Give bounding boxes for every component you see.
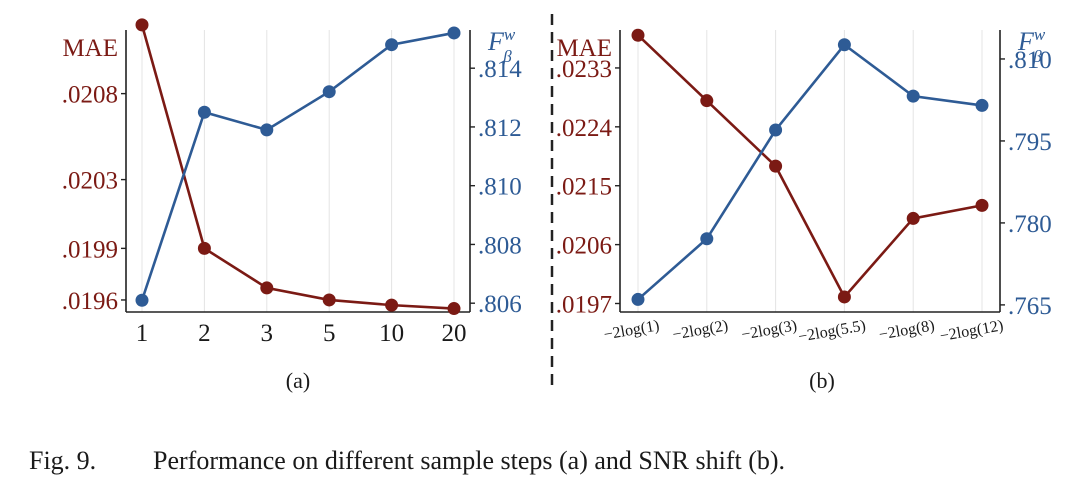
point-a-mae-3 <box>322 293 336 307</box>
x-tick-label-a-4: 10 <box>379 320 404 347</box>
right-axis-title-a: Fw β <box>487 25 516 66</box>
point-a-fbw-2 <box>260 123 274 137</box>
left-tick-label-a-0: .0196 <box>62 288 118 315</box>
left-tick-label-b-1: .0206 <box>556 233 612 260</box>
series-line-b-fbw <box>637 42 983 301</box>
point-a-fbw-3 <box>322 85 336 99</box>
point-b-fbw-2 <box>769 123 783 137</box>
series-line-a-fbw <box>140 31 455 301</box>
x-tick-label-b-2: −2log(3) <box>740 317 798 343</box>
right-tick-label-b-2: .795 <box>1008 129 1052 156</box>
caption-text: Performance on different sample steps (a… <box>153 446 786 475</box>
point-a-mae-2 <box>260 281 274 295</box>
right-tick-label-a-4: .814 <box>478 56 522 83</box>
x-tick-label-b-0: −2log(1) <box>602 317 660 343</box>
left-tick-label-a-1: .0199 <box>62 236 118 263</box>
series-line-a-mae <box>140 24 455 310</box>
point-b-mae-1 <box>700 94 714 108</box>
left-tick-label-a-2: .0203 <box>62 168 118 195</box>
panel-sublabel-a: (a) <box>286 368 310 393</box>
x-tick-label-a-5: 20 <box>442 320 467 347</box>
point-b-mae-4 <box>906 211 920 225</box>
left-axis-title-a: MAE <box>62 35 118 62</box>
right-tick-label-a-2: .810 <box>478 174 522 201</box>
point-a-fbw-5 <box>447 26 461 40</box>
panel-a: .0196 .0199 .0203 .0208 .806 .808 .810 .812 .814… <box>62 18 522 393</box>
left-tick-label-b-3: .0224 <box>556 115 613 142</box>
point-b-mae-3 <box>837 290 851 304</box>
right-tick-label-b-3: .810 <box>1008 47 1052 74</box>
point-a-mae-1 <box>197 241 211 255</box>
left-tick-label-b-0: .0197 <box>556 291 612 318</box>
point-a-fbw-1 <box>197 105 211 119</box>
left-tick-label-b-2: .0215 <box>556 174 612 201</box>
right-axis-title-b: Fw β <box>1017 25 1046 66</box>
point-a-fbw-0 <box>135 293 149 307</box>
x-tick-label-a-1: 2 <box>198 320 211 347</box>
x-tick-label-b-5: −2log(12) <box>939 317 1005 345</box>
panel-b: .0197 .0206 .0215 .0224 .0233 .765 .780 .795 .81… <box>556 25 1052 393</box>
point-b-mae-0 <box>631 28 645 42</box>
x-tick-label-b-1: −2log(2) <box>671 317 729 343</box>
x-tick-label-a-2: 3 <box>261 320 274 347</box>
point-a-mae-5 <box>447 302 461 316</box>
point-b-fbw-5 <box>975 98 989 112</box>
right-tick-label-b-1: .780 <box>1008 211 1052 238</box>
left-tick-label-b-4: .0233 <box>556 56 612 83</box>
x-tick-label-b-4: −2log(8) <box>878 317 936 343</box>
right-tick-label-b-0: .765 <box>1008 293 1052 320</box>
right-tick-label-a-1: .808 <box>478 232 522 259</box>
caption-number: Fig. 9. <box>29 446 97 475</box>
point-b-mae-2 <box>769 159 783 173</box>
series-line-b-mae <box>637 34 983 300</box>
x-tick-label-a-3: 5 <box>323 320 336 347</box>
point-a-mae-0 <box>135 18 149 32</box>
point-b-fbw-1 <box>700 232 714 246</box>
x-tick-label-a-0: 1 <box>136 320 149 347</box>
point-a-mae-4 <box>385 298 399 312</box>
point-a-fbw-4 <box>385 38 399 52</box>
point-b-fbw-4 <box>906 89 920 103</box>
panel-sublabel-b: (b) <box>809 368 835 393</box>
left-tick-label-a-3: .0208 <box>62 82 118 109</box>
point-b-mae-5 <box>975 198 989 212</box>
point-b-fbw-3 <box>837 38 851 52</box>
right-tick-label-a-3: .812 <box>478 115 522 142</box>
right-tick-label-a-0: .806 <box>478 291 522 318</box>
figure-caption: Fig. 9. Performance on different sample s… <box>29 446 785 476</box>
x-tick-label-b-3: −2log(5.5) <box>797 317 867 346</box>
left-axis-title-b: MAE <box>556 35 612 62</box>
point-b-fbw-0 <box>631 292 645 306</box>
